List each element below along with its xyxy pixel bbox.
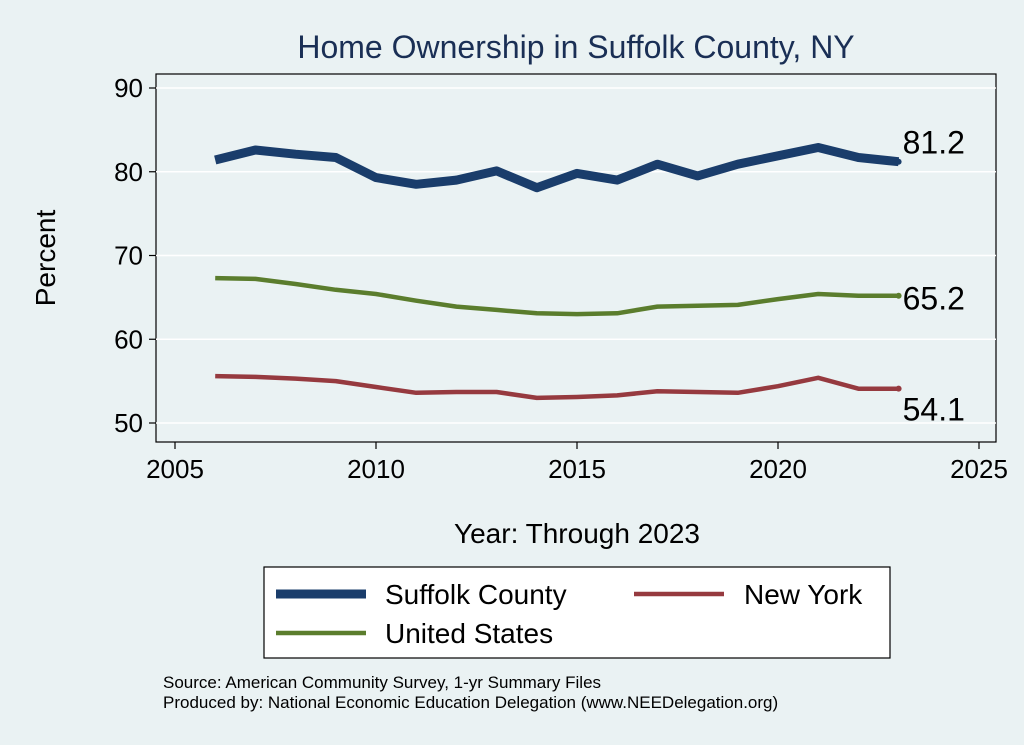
end-value-label-suffolk-county: 81.2 <box>903 125 965 161</box>
y-tick-label: 80 <box>114 157 143 187</box>
end-labels: 81.2 54.1 65.2 <box>903 125 965 428</box>
x-tick-label: 2005 <box>146 454 204 484</box>
x-tick-label: 2010 <box>347 454 405 484</box>
end-value-label-united-states: 65.2 <box>903 281 965 317</box>
series-line-suffolk-county <box>214 143 900 193</box>
source-note: Source: American Community Survey, 1-yr … <box>163 673 601 692</box>
chart-title: Home Ownership in Suffolk County, NY <box>297 29 854 65</box>
axes: 50 60 70 80 90 2005 2010 2015 2020 2025 <box>114 73 1008 484</box>
y-axis-title: Percent <box>30 210 61 307</box>
x-axis-title: Year: Through 2023 <box>454 518 700 549</box>
x-tick-label: 2020 <box>749 454 807 484</box>
series-lines <box>214 143 902 401</box>
legend-label-united-states: United States <box>385 618 553 649</box>
y-tick-label: 60 <box>114 324 143 354</box>
legend: Suffolk County New York United States <box>263 566 891 659</box>
y-tick-label: 90 <box>114 73 143 103</box>
series-end-point-new-york <box>895 385 902 392</box>
legend-box <box>263 566 891 659</box>
series-end-point-suffolk-county <box>895 158 902 165</box>
y-tick-label: 50 <box>114 408 143 438</box>
legend-label-new-york: New York <box>744 579 863 610</box>
gridlines <box>156 87 996 424</box>
x-tick-label: 2025 <box>950 454 1008 484</box>
series-line-new-york <box>215 373 899 401</box>
produced-by-note: Produced by: National Economic Education… <box>163 693 778 712</box>
legend-label-suffolk-county: Suffolk County <box>385 579 567 610</box>
end-value-label-new-york: 54.1 <box>903 392 965 428</box>
series-line-united-states <box>215 275 899 317</box>
x-tick-label: 2015 <box>548 454 606 484</box>
series-end-point-united-states <box>895 292 902 299</box>
y-tick-label: 70 <box>114 241 143 271</box>
